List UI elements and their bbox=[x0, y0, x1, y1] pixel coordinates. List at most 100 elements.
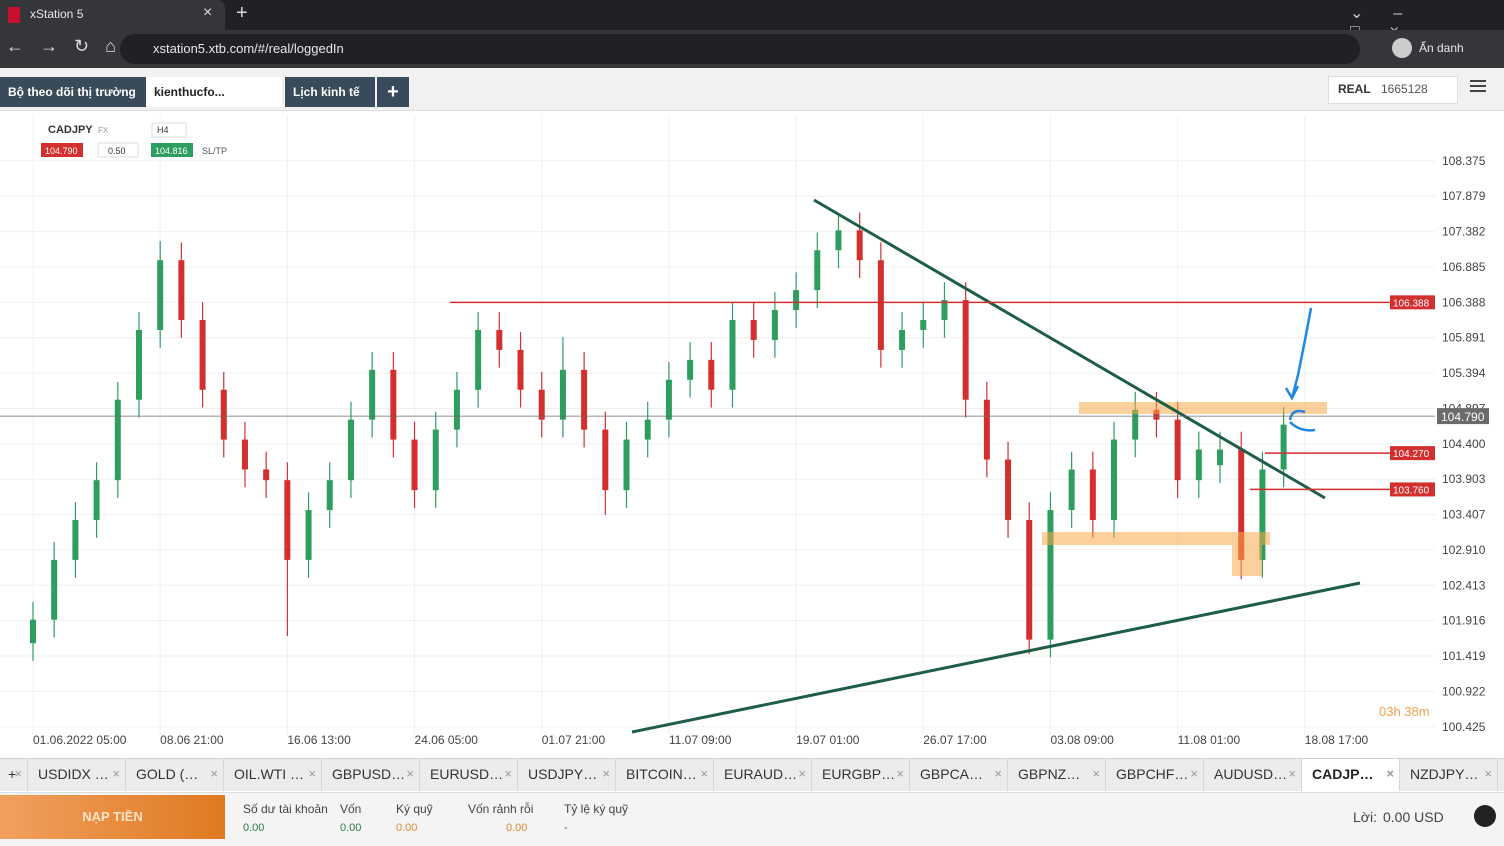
account-selector[interactable] bbox=[1328, 76, 1458, 104]
trendline bbox=[813, 198, 1326, 500]
y-tick-label: 107.382 bbox=[1442, 225, 1486, 239]
price-tag-label: 103.760 bbox=[1393, 485, 1430, 496]
candle-body bbox=[135, 329, 142, 400]
instrument-tab[interactable]: NZDJPY… bbox=[1400, 759, 1498, 791]
y-tick-label: 105.891 bbox=[1442, 331, 1486, 345]
candle-body bbox=[1026, 520, 1033, 640]
volume-field[interactable] bbox=[97, 142, 139, 158]
close-tab[interactable]: × bbox=[203, 4, 213, 21]
profile-label[interactable]: Ẩn danh bbox=[1419, 41, 1464, 55]
candle-body bbox=[1111, 439, 1118, 521]
candle-body bbox=[814, 250, 821, 291]
candle-body bbox=[899, 329, 906, 350]
y-tick-label: 100.425 bbox=[1442, 720, 1486, 734]
instrument-tab[interactable]: AUDUSD… bbox=[1204, 759, 1302, 791]
deposit-button[interactable]: NẠP TIỀN bbox=[0, 795, 225, 839]
y-tick-label: 107.879 bbox=[1442, 189, 1486, 203]
candle-body bbox=[347, 419, 354, 481]
instrument-tab[interactable]: EURUSD… bbox=[420, 759, 518, 791]
interval-select[interactable] bbox=[151, 122, 187, 138]
instrument-tab[interactable]: GOLD (… bbox=[126, 759, 224, 791]
candle-body bbox=[1089, 469, 1096, 521]
price-tag-label: 104.270 bbox=[1393, 449, 1430, 460]
account-footer: NẠP TIỀN Số dư tài khoản 0.00 Vốn 0.00 Ký qu… bbox=[0, 792, 1504, 846]
candle-body bbox=[856, 230, 863, 261]
add-instrument[interactable]: + bbox=[0, 759, 28, 791]
symbol: CADJPY bbox=[48, 124, 93, 136]
instrument-tab[interactable]: USDIDX … bbox=[28, 759, 126, 791]
field-label: Tỷ lệ ký quỹ bbox=[564, 802, 629, 816]
sltp[interactable]: SL/TP bbox=[202, 146, 227, 156]
help[interactable] bbox=[1474, 805, 1496, 827]
instrument-tab[interactable]: GBPCA… bbox=[910, 759, 1008, 791]
candle-body bbox=[665, 379, 672, 420]
account-number: 1665128 bbox=[1381, 82, 1428, 96]
x-tick-label: 03.08 09:00 bbox=[1050, 733, 1114, 747]
instrument-tabs: + USDIDX …GOLD (…OIL.WTI …GBPUSD…EURUSD…… bbox=[0, 758, 1504, 791]
instrument-tab[interactable]: EURGBP… bbox=[812, 759, 910, 791]
field-value: 0.00 bbox=[396, 822, 418, 834]
instrument-tab[interactable]: OIL.WTI … bbox=[224, 759, 322, 791]
candle-body bbox=[581, 369, 588, 430]
price-tag-label: 106.388 bbox=[1393, 298, 1430, 309]
candle-body bbox=[263, 469, 270, 481]
candle-body bbox=[1174, 419, 1181, 481]
candle-body bbox=[496, 329, 503, 350]
profile-icon[interactable] bbox=[1392, 38, 1412, 58]
browser-tab-bar: xStation 5 × + ⌄–□× bbox=[0, 0, 1504, 40]
new-tab[interactable]: + bbox=[236, 2, 248, 24]
y-tick-label: 103.903 bbox=[1442, 472, 1486, 486]
x-tick-label: 26.07 17:00 bbox=[923, 733, 987, 747]
instrument-tab[interactable]: GBPCHF… bbox=[1106, 759, 1204, 791]
candle-body bbox=[284, 480, 291, 560]
url: xstation5.xtb.com/#/real/loggedIn bbox=[153, 41, 344, 56]
menu[interactable] bbox=[1470, 80, 1486, 82]
candle-body bbox=[369, 369, 376, 420]
candle-body bbox=[517, 349, 524, 390]
instrument-tab[interactable]: CADJP… bbox=[1302, 759, 1400, 791]
candle-body bbox=[1047, 510, 1054, 640]
buy-button[interactable] bbox=[151, 143, 193, 157]
browser-tab[interactable] bbox=[0, 0, 225, 30]
candle-timer: 03h 38m bbox=[1379, 704, 1430, 719]
interval: H4 bbox=[157, 125, 169, 135]
candle-body bbox=[199, 320, 206, 390]
candle-body bbox=[72, 520, 79, 560]
y-tick-label: 103.407 bbox=[1442, 508, 1486, 522]
instrument-tab[interactable]: GBPUSD… bbox=[322, 759, 420, 791]
top-tab[interactable]: Bộ theo dõi thị trường bbox=[0, 77, 146, 107]
x-tick-label: 01.06.2022 05:00 bbox=[33, 733, 127, 747]
instrument-tab[interactable]: EURAUD… bbox=[714, 759, 812, 791]
nav-buttons[interactable]: ←→↻⌂ bbox=[6, 36, 132, 56]
candle-body bbox=[835, 230, 842, 251]
tab-title: xStation 5 bbox=[30, 7, 84, 21]
candle-body bbox=[877, 260, 884, 350]
candle-body bbox=[241, 439, 248, 470]
y-tick-label: 106.885 bbox=[1442, 260, 1486, 274]
x-tick-label: 19.07 01:00 bbox=[796, 733, 860, 747]
candle-body bbox=[771, 310, 778, 340]
instrument-tab[interactable]: GBPNZ… bbox=[1008, 759, 1106, 791]
instrument-tab[interactable]: BITCOIN… bbox=[616, 759, 714, 791]
sell-button[interactable] bbox=[41, 143, 83, 157]
top-tab[interactable]: Lịch kinh tế bbox=[285, 77, 375, 107]
top-tab[interactable]: kienthucfo... bbox=[146, 77, 282, 107]
candle-body bbox=[1132, 409, 1139, 440]
add-tab[interactable]: + bbox=[377, 77, 409, 107]
market: FX bbox=[98, 126, 109, 135]
x-tick-label: 01.07 21:00 bbox=[542, 733, 606, 747]
candle-body bbox=[453, 389, 460, 430]
candle-body bbox=[687, 359, 694, 380]
field-label: Số dư tài khoản bbox=[243, 802, 328, 816]
instrument-tab[interactable]: USDJPY… bbox=[518, 759, 616, 791]
candle-body bbox=[30, 619, 36, 644]
candle-body bbox=[1005, 459, 1012, 521]
candle-body bbox=[1153, 409, 1160, 420]
price-tag bbox=[1390, 446, 1435, 461]
current-price-tag bbox=[1437, 408, 1489, 425]
candle-body bbox=[114, 399, 121, 481]
url-field[interactable] bbox=[120, 34, 1360, 64]
y-tick-label: 100.922 bbox=[1442, 684, 1486, 698]
field-value: 0.00 bbox=[506, 822, 528, 834]
